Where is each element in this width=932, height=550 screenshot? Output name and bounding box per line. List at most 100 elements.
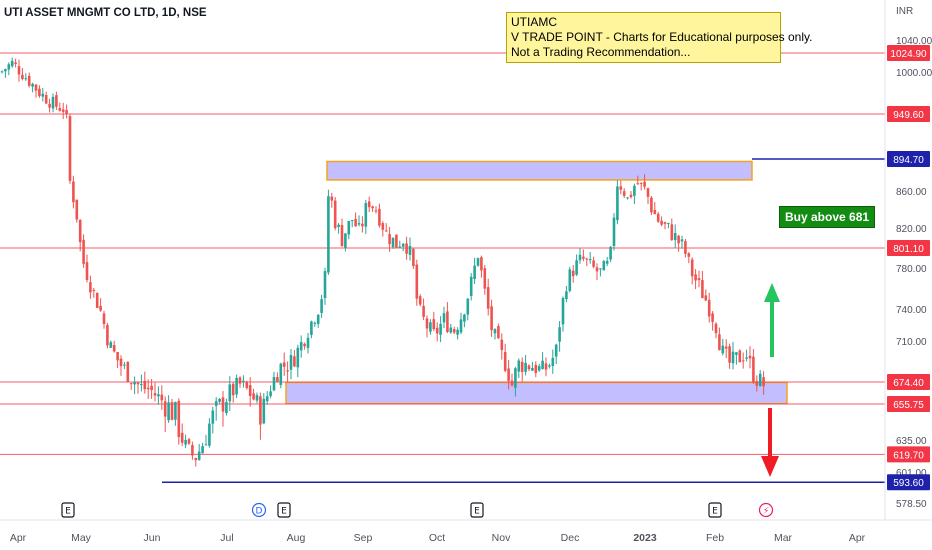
candle [252,388,255,401]
candle [157,386,160,405]
candle [473,257,476,284]
candle [347,220,351,240]
candle [238,376,242,388]
candle [456,327,459,340]
candle-body [75,199,79,220]
candle-body [381,223,385,230]
candle-body [578,254,582,261]
candle-body [398,246,402,248]
time-tick-label: Dec [561,532,580,544]
candle [21,67,24,81]
candle-body [347,220,351,235]
candle [633,183,636,205]
candle [609,245,612,263]
candle [102,310,106,329]
candle-body [714,323,718,334]
time-axis[interactable]: Apr May Jun Jul Aug Sep Oct Nov Dec 2023 Feb Mar Apr [0,519,932,544]
candle [378,203,381,228]
candle [517,358,521,379]
candle [259,392,262,440]
price-tick-label: 860.00 [896,187,927,198]
candle [133,376,136,394]
candle-body [663,222,667,224]
candle [235,374,238,398]
candle-body [609,246,612,260]
candle-body [524,362,527,372]
candle [578,247,582,264]
candle-body [622,191,626,196]
candle-body [636,183,640,185]
price-zones [285,160,788,405]
candle-body [565,291,568,300]
candle [469,273,473,301]
event-marker: E [470,502,484,518]
candle-body [452,329,456,333]
candle [711,311,714,331]
event-marker-label: E [281,507,287,517]
candle-body [405,243,408,254]
candle [735,351,738,365]
price-axis[interactable]: 1040.00 1000.00 860.00 820.00 780.00 740.00 71… [884,0,932,520]
price-tick-label: 820.00 [896,224,927,235]
candle [167,395,170,423]
candle [7,62,11,76]
candle-body [38,88,41,97]
candle [707,292,711,323]
candle-body [180,432,184,443]
candle [340,218,344,247]
candle [704,289,708,302]
time-tick-label: 2023 [633,532,657,544]
candle-body [167,402,170,421]
event-marker-box [61,502,75,518]
price-tick-label: 578.50 [896,499,927,510]
candle [401,242,405,252]
candle-body [310,321,313,335]
candle [276,372,279,383]
candle [99,298,102,312]
candle-body [599,268,602,270]
candle-body [133,382,136,385]
candle-body [354,218,357,227]
candle-body [561,298,565,325]
candle-body [316,314,320,324]
candle-body [503,352,507,371]
candle [265,391,269,405]
level-tag [887,45,930,61]
candle-body [276,377,279,383]
level-tag [887,446,930,463]
candle [514,366,517,397]
candle-body [95,292,99,308]
event-markers[interactable]: E D E E E ⚡ [61,502,774,518]
candle-body [571,270,575,277]
candle [269,385,272,399]
candle [272,371,276,392]
candle [357,215,361,227]
candle-body [48,103,51,108]
candle-body [225,402,228,414]
candle-body [694,274,697,281]
candle [429,319,432,335]
candle [741,352,745,369]
candle-body [602,261,606,271]
candle-body [588,259,592,261]
price-tick-label: 635.00 [896,436,927,447]
candle-body [55,95,58,107]
candle [245,380,249,390]
candle [435,322,439,342]
candle-body [204,444,208,446]
price-level-lines [0,52,885,483]
candle-body [704,295,708,301]
candle-body [408,245,412,255]
candle-body [102,313,106,325]
candle-body [327,196,330,273]
candle [61,102,65,120]
candle [548,363,551,369]
candle [282,352,286,376]
note-line-symbol: UTIAMC [511,15,557,29]
candle-body [221,397,225,412]
candle [129,382,133,390]
candle [323,267,327,305]
event-marker: E [277,502,291,518]
candle [561,296,565,332]
